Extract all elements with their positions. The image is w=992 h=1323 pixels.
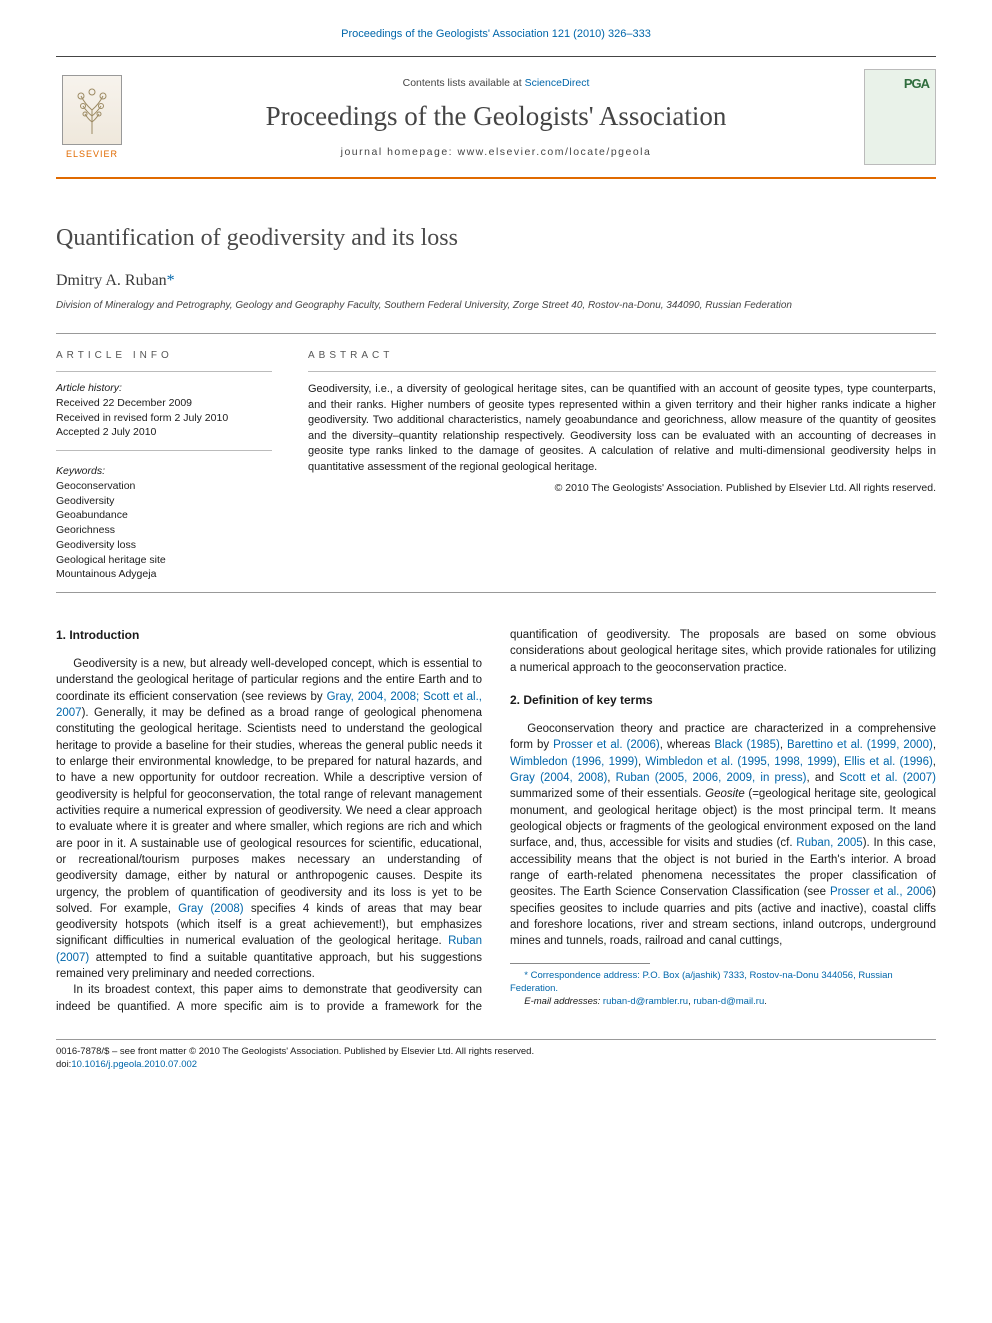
corresponding-footnote: * Correspondence address: P.O. Box (a/ja… — [510, 970, 936, 996]
citation-link[interactable]: Gray (2008) — [178, 903, 243, 915]
citation-link[interactable]: Wimbledon et al. (1995, 1998, 1999) — [645, 756, 836, 768]
header-center: Contents lists available at ScienceDirec… — [148, 77, 844, 158]
keywords-label: Keywords: — [56, 465, 272, 477]
contents-available-line: Contents lists available at ScienceDirec… — [148, 77, 844, 89]
body-paragraph: Geodiversity is a new, but already well-… — [56, 656, 482, 983]
citation-link[interactable]: Gray (2004, 2008) — [510, 772, 607, 784]
doi-link[interactable]: 10.1016/j.pgeola.2010.07.002 — [71, 1059, 197, 1070]
footer-copyright: 0016-7878/$ – see front matter © 2010 Th… — [56, 1046, 936, 1059]
citation-link[interactable]: Ruban, 2005 — [796, 837, 862, 849]
journal-title: Proceedings of the Geologists' Associati… — [148, 101, 844, 132]
publisher-logo: ELSEVIER — [56, 75, 128, 159]
author-name: Dmitry A. Ruban — [56, 272, 167, 289]
citation-link[interactable]: Prosser et al. (2006) — [553, 739, 660, 751]
keyword: Geological heritage site — [56, 553, 272, 568]
footnote-separator — [510, 963, 650, 964]
citation-link[interactable]: Scott et al. (2007) — [839, 772, 936, 784]
email-link[interactable]: ruban-d@rambler.ru — [603, 996, 688, 1007]
journal-cover-thumbnail: PGA — [864, 69, 936, 165]
info-abstract-row: ARTICLE INFO Article history: Received 2… — [56, 350, 936, 582]
keyword: Geodiversity loss — [56, 538, 272, 553]
keyword: Geodiversity — [56, 494, 272, 509]
keyword: Geoabundance — [56, 508, 272, 523]
citation-link[interactable]: Barettino et al. (1999, 2000) — [787, 739, 933, 751]
abstract-heading: ABSTRACT — [308, 350, 936, 361]
email-link[interactable]: ruban-d@mail.ru — [693, 996, 764, 1007]
abstract-copyright: © 2010 The Geologists' Association. Publ… — [308, 482, 936, 494]
body-paragraph: Geoconservation theory and practice are … — [510, 721, 936, 950]
abstract-text: Geodiversity, i.e., a diversity of geolo… — [308, 382, 936, 476]
article-body: 1. Introduction Geodiversity is a new, b… — [56, 627, 936, 1015]
corr-author-mark: * — [167, 272, 175, 289]
contents-prefix: Contents lists available at — [403, 77, 525, 89]
citation-link[interactable]: Black (1985) — [714, 739, 779, 751]
publisher-name: ELSEVIER — [56, 149, 128, 159]
section-1-heading: 1. Introduction — [56, 627, 482, 644]
doi-prefix: doi: — [56, 1059, 71, 1070]
history-label: Article history: — [56, 382, 272, 394]
citation-link[interactable]: Prosser et al., 2006 — [830, 886, 932, 898]
elsevier-tree-icon — [62, 75, 122, 145]
affiliation: Division of Mineralogy and Petrography, … — [56, 300, 936, 311]
journal-homepage: journal homepage: www.elsevier.com/locat… — [148, 146, 844, 158]
history-revised: Received in revised form 2 July 2010 — [56, 411, 272, 426]
abstract-block: ABSTRACT Geodiversity, i.e., a diversity… — [308, 350, 936, 582]
email-footnote: E-mail addresses: ruban-d@rambler.ru, ru… — [510, 996, 936, 1009]
divider — [56, 592, 936, 593]
history-received: Received 22 December 2009 — [56, 396, 272, 411]
article-info-heading: ARTICLE INFO — [56, 350, 272, 361]
article-info-block: ARTICLE INFO Article history: Received 2… — [56, 350, 272, 582]
section-2-heading: 2. Definition of key terms — [510, 692, 936, 709]
citation-link[interactable]: Ellis et al. (1996) — [844, 756, 933, 768]
divider — [56, 333, 936, 334]
cover-abbr: PGA — [904, 76, 929, 91]
keyword: Geoconservation — [56, 479, 272, 494]
article-title: Quantification of geodiversity and its l… — [56, 225, 936, 252]
sciencedirect-link[interactable]: ScienceDirect — [525, 77, 590, 89]
history-accepted: Accepted 2 July 2010 — [56, 425, 272, 440]
author-line: Dmitry A. Ruban* — [56, 272, 936, 290]
term-geosite: Geosite — [705, 788, 745, 800]
keywords-list: Geoconservation Geodiversity Geoabundanc… — [56, 479, 272, 582]
running-head: Proceedings of the Geologists' Associati… — [56, 28, 936, 40]
keyword: Georichness — [56, 523, 272, 538]
journal-header: ELSEVIER Contents lists available at Sci… — [56, 56, 936, 179]
citation-link[interactable]: Wimbledon (1996, 1999) — [510, 756, 638, 768]
keyword: Mountainous Adygeja — [56, 567, 272, 582]
citation-link[interactable]: Ruban (2005, 2006, 2009, in press) — [616, 772, 807, 784]
page-footer: 0016-7878/$ – see front matter © 2010 Th… — [56, 1039, 936, 1072]
